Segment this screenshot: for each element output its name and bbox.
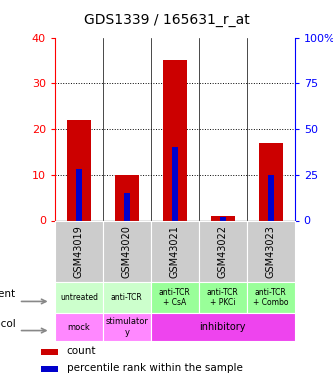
Bar [268,175,274,220]
Text: anti-TCR: anti-TCR [111,293,143,302]
Bar [259,143,283,220]
Bar [41,349,58,355]
Text: GSM43021: GSM43021 [170,225,180,278]
Text: stimulator
y: stimulator y [106,318,148,337]
Bar [172,147,178,220]
Text: GSM43019: GSM43019 [74,225,84,278]
Text: percentile rank within the sample: percentile rank within the sample [67,363,242,373]
Text: anti-TCR
+ PKCi: anti-TCR + PKCi [207,288,239,308]
Text: anti-TCR
+ CsA: anti-TCR + CsA [159,288,191,308]
Bar [41,366,58,372]
Text: untreated: untreated [60,293,98,302]
Bar [76,169,82,220]
Text: GSM43023: GSM43023 [266,225,276,278]
Text: GSM43022: GSM43022 [218,225,228,278]
Bar [67,120,91,220]
Text: count: count [67,346,96,356]
Bar [163,60,187,220]
Text: GSM43020: GSM43020 [122,225,132,278]
Text: mock: mock [68,322,90,332]
Text: agent: agent [0,289,15,299]
Bar [211,216,235,220]
Bar [124,193,130,220]
Text: protocol: protocol [0,319,15,329]
Text: anti-TCR
+ Combo: anti-TCR + Combo [253,288,288,308]
Text: GDS1339 / 165631_r_at: GDS1339 / 165631_r_at [84,13,249,27]
Bar [115,175,139,220]
Text: inhibitory: inhibitory [199,322,246,332]
Bar [220,217,226,220]
